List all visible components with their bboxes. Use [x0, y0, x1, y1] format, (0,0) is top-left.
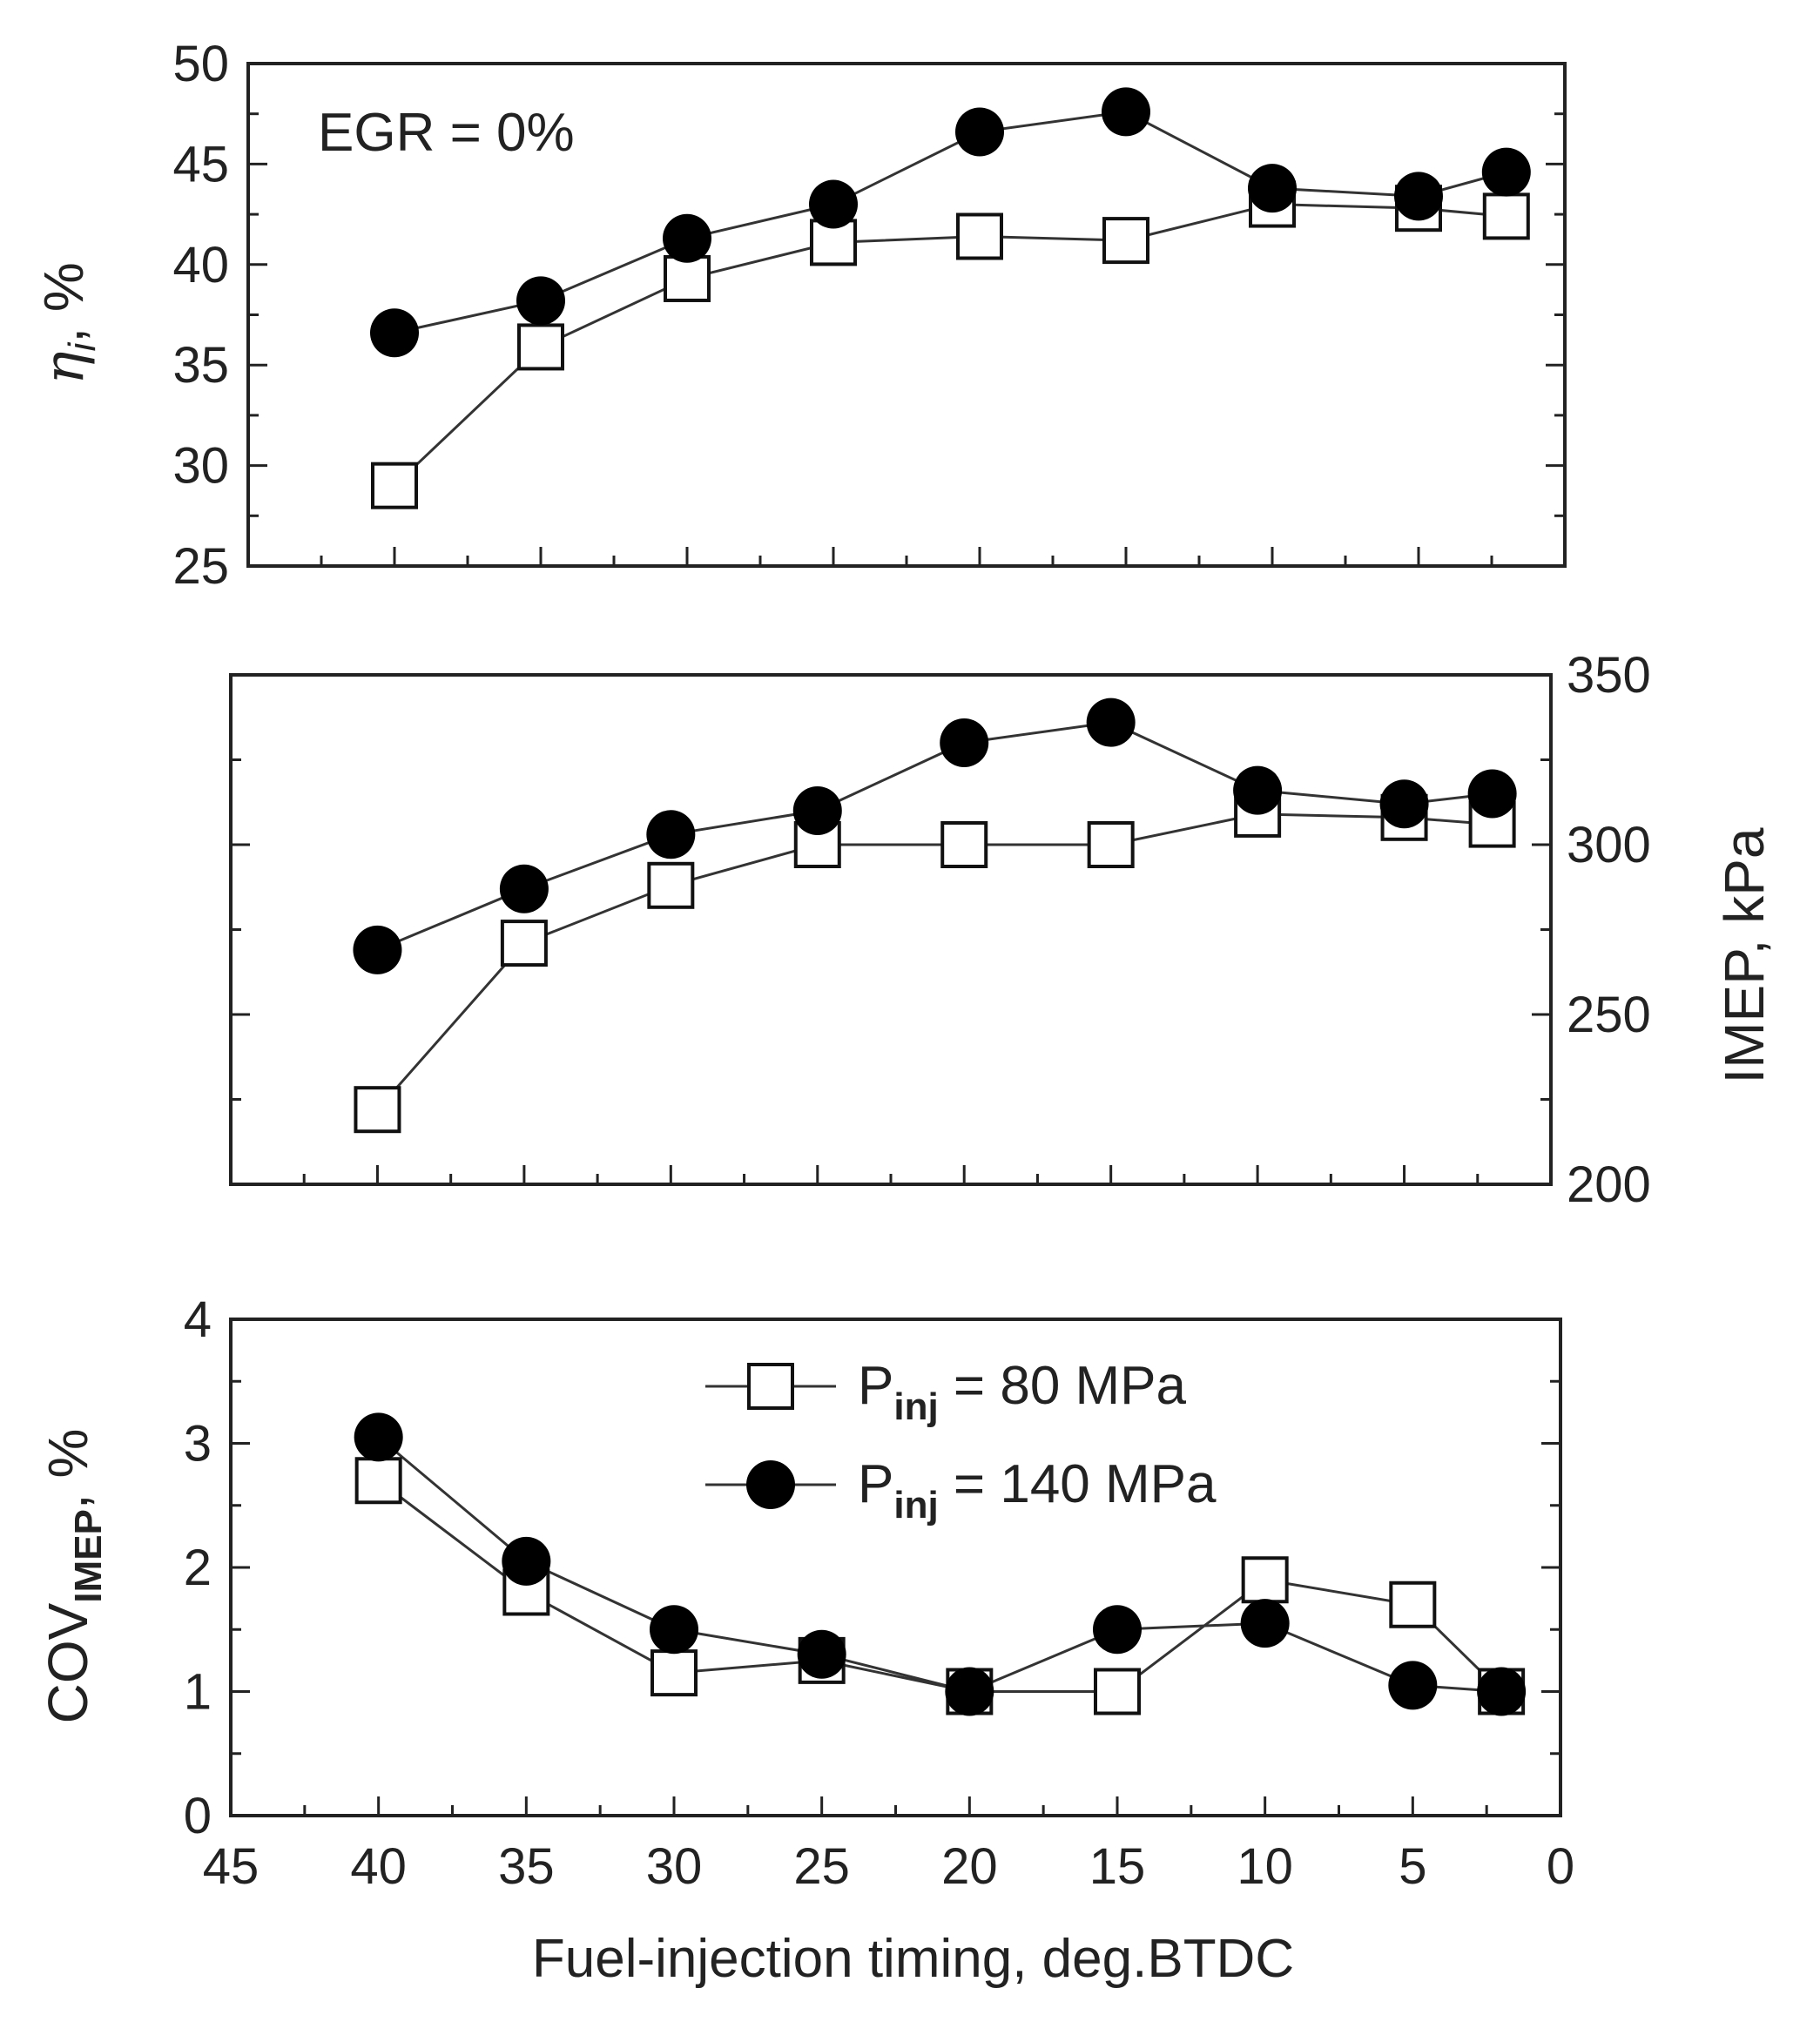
data-point-circle — [646, 810, 696, 859]
y-tick-label: 350 — [1567, 647, 1651, 704]
data-point-square — [500, 920, 548, 967]
y-tick-label: 45 — [172, 136, 229, 192]
y-axis-title-symbol: COV — [37, 1602, 99, 1723]
data-point-square — [650, 1649, 698, 1697]
data-point-square — [940, 821, 988, 868]
data-point-square — [354, 1457, 402, 1505]
data-point-circle — [502, 1536, 551, 1586]
data-point-circle — [792, 786, 842, 835]
legend-label-rest: = 140 MPa — [939, 1454, 1217, 1514]
y-axis-title-symbol: η — [32, 351, 97, 384]
legend-label: Pinj = 140 MPa — [858, 1454, 1217, 1527]
x-tick-label: 35 — [498, 1838, 555, 1895]
legend-label-sub: inj — [893, 1385, 938, 1428]
y-tick-label: 0 — [184, 1788, 212, 1844]
y-tick-label: 250 — [1567, 987, 1651, 1043]
legend-entry-1: Pinj = 80 MPa — [705, 1356, 1187, 1428]
data-point-circle — [1240, 1599, 1290, 1648]
legend-label: Pinj = 80 MPa — [858, 1356, 1187, 1428]
y-tick-label: 35 — [172, 337, 229, 394]
y-axis-title: COVIMEP, % — [37, 1429, 110, 1724]
y-axis-title-unit: , % — [37, 1429, 99, 1509]
data-point-circle — [370, 308, 419, 358]
x-tick-label: 5 — [1399, 1838, 1426, 1895]
data-point-circle — [1248, 164, 1297, 213]
series-line-2 — [376, 721, 1493, 952]
legend-label-base: P — [858, 1356, 893, 1416]
legend-label-rest: = 80 MPa — [939, 1356, 1187, 1416]
annotation-egr: EGR = 0% — [318, 103, 575, 163]
data-point-circle — [1477, 1667, 1527, 1716]
data-point-square — [517, 323, 564, 371]
data-point-square — [1389, 1581, 1437, 1628]
y-tick-label: 3 — [184, 1416, 212, 1473]
y-tick-label: 4 — [184, 1291, 212, 1348]
y-axis-title-unit: , % — [32, 262, 95, 342]
data-point-circle — [945, 1667, 994, 1716]
data-point-circle — [809, 179, 858, 229]
y-tick-label: 2 — [184, 1540, 212, 1596]
y-tick-label: 50 — [172, 36, 229, 92]
data-point-square — [647, 861, 695, 909]
data-point-square — [371, 462, 418, 509]
legend-label-sub: inj — [893, 1484, 938, 1527]
x-tick-label: 0 — [1547, 1838, 1574, 1895]
data-point-circle — [354, 1412, 403, 1462]
x-tick-label: 45 — [203, 1838, 260, 1895]
data-point-circle — [1086, 698, 1136, 747]
y-tick-label: 200 — [1567, 1156, 1651, 1213]
x-tick-label: 15 — [1089, 1838, 1146, 1895]
panel-imep: 200 250 300 350 IMEP, kPa — [229, 647, 1776, 1213]
data-point-square — [1087, 821, 1135, 868]
data-point-circle — [516, 276, 565, 326]
y-axis-title: ηi, % — [32, 262, 104, 385]
x-axis-title: Fuel-injection timing, deg.BTDC — [532, 1929, 1294, 1989]
y-tick-label: 300 — [1567, 817, 1651, 873]
y-tick-label: 30 — [172, 438, 229, 495]
x-tick-label: 25 — [793, 1838, 850, 1895]
data-point-square — [1482, 192, 1530, 240]
data-point-circle — [353, 925, 402, 974]
data-point-circle — [499, 864, 549, 913]
data-point-square — [1241, 1556, 1289, 1604]
data-point-square — [956, 212, 1003, 260]
data-point-square — [664, 254, 711, 302]
legend-marker-square — [747, 1363, 794, 1410]
panel-efficiency: 25 30 35 40 45 50 ηi, % EGR = 0% — [32, 36, 1567, 595]
data-point-circle — [797, 1629, 846, 1679]
data-point-circle — [1379, 779, 1429, 829]
data-point-square — [1094, 1668, 1141, 1715]
x-tick-label: 10 — [1237, 1838, 1293, 1895]
data-point-circle — [1102, 87, 1150, 137]
data-point-circle — [1388, 1661, 1438, 1710]
data-point-circle — [1394, 172, 1443, 221]
x-tick-label: 40 — [350, 1838, 407, 1895]
legend-marker-circle — [746, 1460, 795, 1509]
y-tick-label: 25 — [172, 538, 229, 595]
y-axis-title-subscript: IMEP — [67, 1509, 110, 1603]
y-tick-label: 1 — [184, 1664, 212, 1721]
data-point-square — [1102, 217, 1149, 265]
x-tick-label: 20 — [941, 1838, 998, 1895]
y-axis-title-subscript: i — [61, 341, 104, 351]
data-point-circle — [940, 718, 989, 767]
data-point-circle — [1481, 147, 1531, 197]
y-axis-title: IMEP, kPa — [1713, 827, 1776, 1083]
x-tick-label: 30 — [646, 1838, 703, 1895]
data-point-circle — [663, 213, 711, 263]
panel-cov-imep: 0 1 2 3 4 45 40 35 30 25 20 15 10 5 0 Fuel-injection ti… — [37, 1291, 1574, 1989]
data-point-circle — [1467, 769, 1517, 819]
legend-label-base: P — [858, 1454, 893, 1514]
data-point-circle — [650, 1605, 698, 1655]
data-point-circle — [1233, 765, 1283, 815]
data-point-circle — [1093, 1605, 1142, 1655]
y-tick-label: 40 — [172, 237, 229, 293]
data-point-circle — [955, 107, 1004, 157]
legend-entry-2: Pinj = 140 MPa — [705, 1454, 1217, 1527]
data-point-square — [354, 1086, 401, 1134]
